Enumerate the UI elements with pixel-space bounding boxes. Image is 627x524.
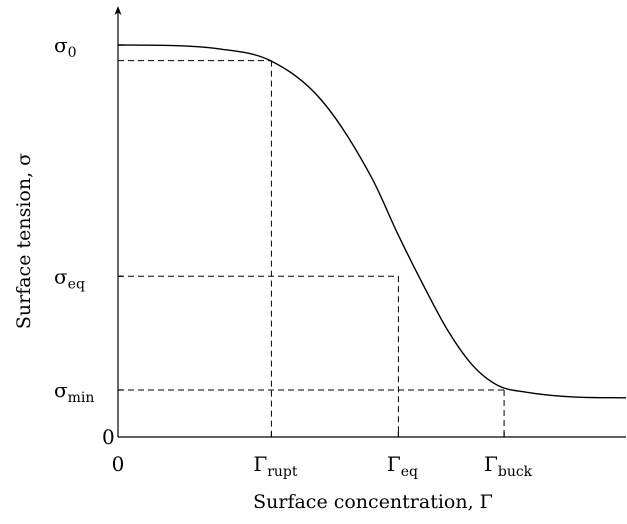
y-tick-label-zero-symbol: 0 <box>102 425 115 449</box>
y-tick-label-min-subscript: min <box>68 390 95 406</box>
x-tick-label-eq-subscript: eq <box>401 464 418 480</box>
y-tick-label-zero_sigma-symbol: σ <box>54 33 68 57</box>
x-tick-label-rupt-symbol: Γ <box>253 452 267 476</box>
x-axis-label: Surface concentration, Γ <box>253 491 493 513</box>
x-tick-label-buck-subscript: buck <box>498 464 533 480</box>
y-tick-label-eq: σeq <box>54 264 85 292</box>
y-tick-label-eq-subscript: eq <box>68 276 85 292</box>
y-tick-label-zero_sigma-subscript: 0 <box>68 45 77 61</box>
x-tick-label-zero-symbol: 0 <box>112 452 125 476</box>
x-tick-label-eq: Γeq <box>387 452 418 480</box>
x-tick-label-eq-symbol: Γ <box>387 452 401 476</box>
y-tick-label-min: σmin <box>54 378 94 406</box>
surface-tension-curve <box>117 44 627 399</box>
y-axis-label: Surface tension, σ <box>13 153 35 329</box>
x-tick-label-buck-symbol: Γ <box>484 452 498 476</box>
x-tick-label-rupt-subscript: rupt <box>267 464 298 480</box>
x-tick-label-buck: Γbuck <box>484 452 533 480</box>
y-tick-label-eq-symbol: σ <box>54 264 68 288</box>
x-tick-label-zero: 0 <box>112 452 125 476</box>
y-axis-arrow <box>114 6 122 15</box>
y-tick-label-min-symbol: σ <box>54 378 68 402</box>
guide-lines <box>118 60 505 437</box>
axes <box>114 6 626 438</box>
tick-marks <box>118 44 505 437</box>
x-tick-label-rupt: Γrupt <box>253 452 298 480</box>
y-tick-label-zero: 0 <box>102 425 115 449</box>
y-tick-label-zero_sigma: σ0 <box>54 33 77 61</box>
